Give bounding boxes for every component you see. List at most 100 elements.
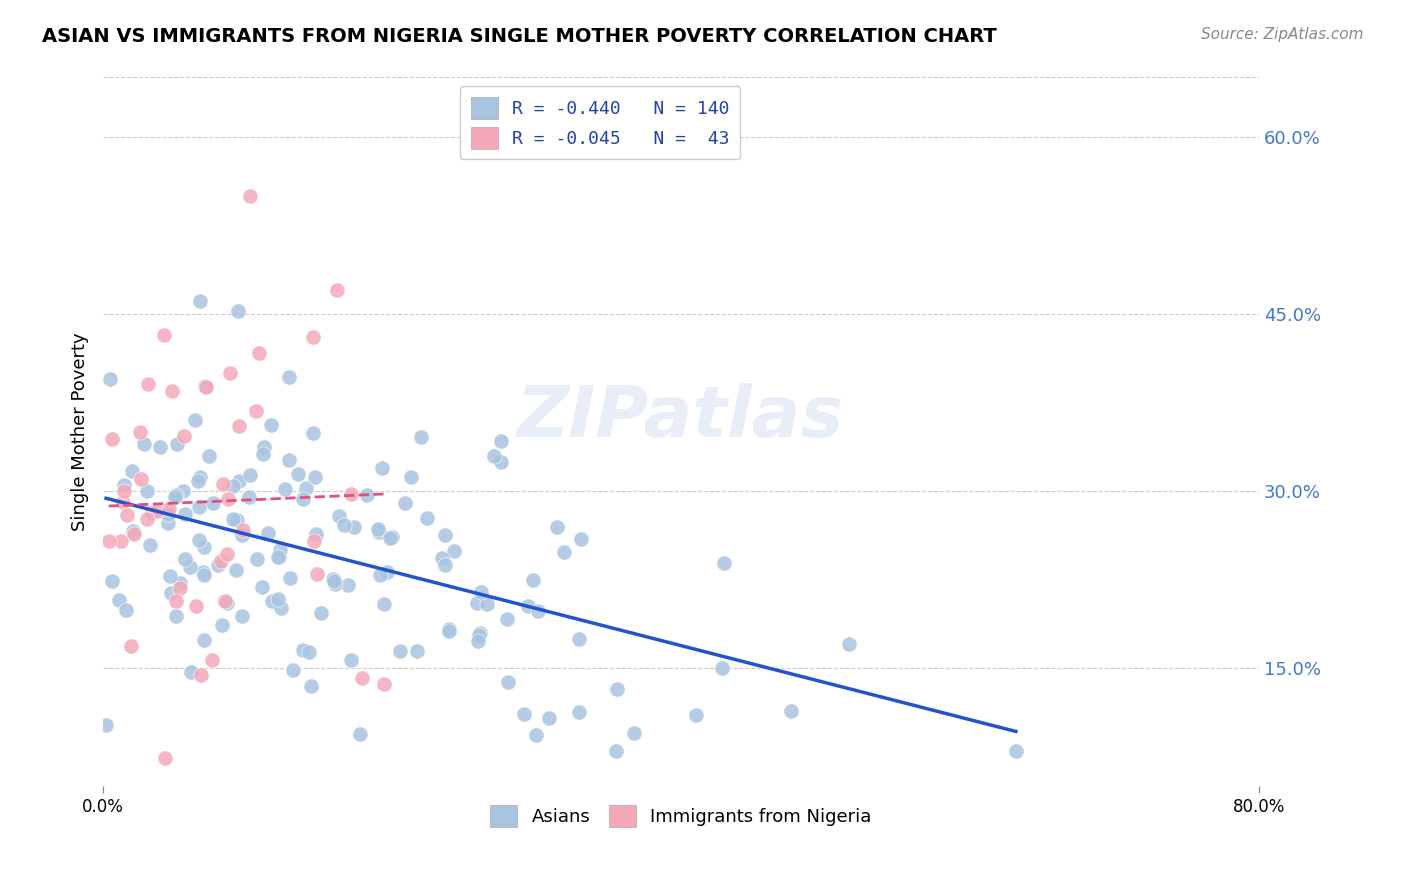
- Point: [217, 596, 239, 610]
- Point: [475, 597, 498, 611]
- Point: [212, 477, 235, 491]
- Point: [305, 526, 328, 541]
- Point: [160, 384, 183, 399]
- Point: [489, 455, 512, 469]
- Point: [467, 634, 489, 648]
- Point: [415, 511, 437, 525]
- Point: [524, 728, 547, 742]
- Point: [166, 437, 188, 451]
- Point: [367, 522, 389, 536]
- Point: [132, 436, 155, 450]
- Point: [336, 577, 359, 591]
- Point: [443, 544, 465, 558]
- Point: [352, 671, 374, 685]
- Point: [713, 556, 735, 570]
- Point: [121, 639, 143, 653]
- Point: [172, 484, 194, 499]
- Point: [101, 574, 124, 588]
- Point: [225, 564, 247, 578]
- Point: [568, 632, 591, 646]
- Point: [135, 483, 157, 498]
- Point: [214, 594, 236, 608]
- Point: [468, 627, 491, 641]
- Point: [302, 425, 325, 440]
- Point: [231, 609, 253, 624]
- Point: [373, 676, 395, 690]
- Text: Source: ZipAtlas.com: Source: ZipAtlas.com: [1201, 27, 1364, 42]
- Point: [169, 581, 191, 595]
- Point: [517, 599, 540, 613]
- Point: [191, 565, 214, 579]
- Point: [165, 488, 187, 502]
- Point: [257, 525, 280, 540]
- Point: [179, 559, 201, 574]
- Point: [217, 492, 239, 507]
- Point: [114, 602, 136, 616]
- Point: [496, 675, 519, 690]
- Point: [278, 571, 301, 585]
- Point: [159, 569, 181, 583]
- Point: [188, 293, 211, 308]
- Point: [512, 706, 534, 721]
- Point: [437, 622, 460, 636]
- Point: [260, 417, 283, 432]
- Point: [465, 596, 488, 610]
- Point: [468, 626, 491, 640]
- Point: [201, 653, 224, 667]
- Point: [122, 524, 145, 538]
- Point: [188, 533, 211, 547]
- Point: [267, 550, 290, 565]
- Point: [198, 449, 221, 463]
- Point: [569, 533, 592, 547]
- Point: [145, 504, 167, 518]
- Point: [232, 523, 254, 537]
- Point: [340, 653, 363, 667]
- Point: [685, 708, 707, 723]
- Point: [180, 665, 202, 679]
- Point: [135, 512, 157, 526]
- Point: [139, 538, 162, 552]
- Point: [239, 188, 262, 202]
- Point: [278, 453, 301, 467]
- Point: [325, 577, 347, 591]
- Point: [252, 440, 274, 454]
- Point: [226, 513, 249, 527]
- Point: [129, 425, 152, 440]
- Point: [322, 573, 344, 587]
- Point: [165, 594, 187, 608]
- Point: [606, 682, 628, 697]
- Point: [568, 706, 591, 720]
- Point: [101, 432, 124, 446]
- Point: [184, 599, 207, 614]
- Point: [373, 597, 395, 611]
- Point: [370, 461, 392, 475]
- Point: [188, 500, 211, 514]
- Point: [309, 606, 332, 620]
- Point: [368, 568, 391, 582]
- Text: ASIAN VS IMMIGRANTS FROM NIGERIA SINGLE MOTHER POVERTY CORRELATION CHART: ASIAN VS IMMIGRANTS FROM NIGERIA SINGLE …: [42, 27, 997, 45]
- Text: ZIPatlas: ZIPatlas: [517, 384, 845, 452]
- Point: [152, 327, 174, 342]
- Point: [110, 533, 132, 548]
- Point: [195, 380, 218, 394]
- Point: [406, 644, 429, 658]
- Point: [148, 440, 170, 454]
- Point: [381, 530, 404, 544]
- Point: [228, 419, 250, 434]
- Point: [163, 490, 186, 504]
- Point: [537, 710, 560, 724]
- Point: [411, 430, 433, 444]
- Point: [439, 624, 461, 639]
- Point: [496, 612, 519, 626]
- Point: [339, 486, 361, 500]
- Point: [328, 509, 350, 524]
- Point: [131, 472, 153, 486]
- Point: [546, 520, 568, 534]
- Point: [1005, 744, 1028, 758]
- Point: [522, 574, 544, 588]
- Point: [262, 594, 284, 608]
- Point: [157, 501, 180, 516]
- Point: [156, 507, 179, 521]
- Point: [100, 372, 122, 386]
- Point: [267, 591, 290, 606]
